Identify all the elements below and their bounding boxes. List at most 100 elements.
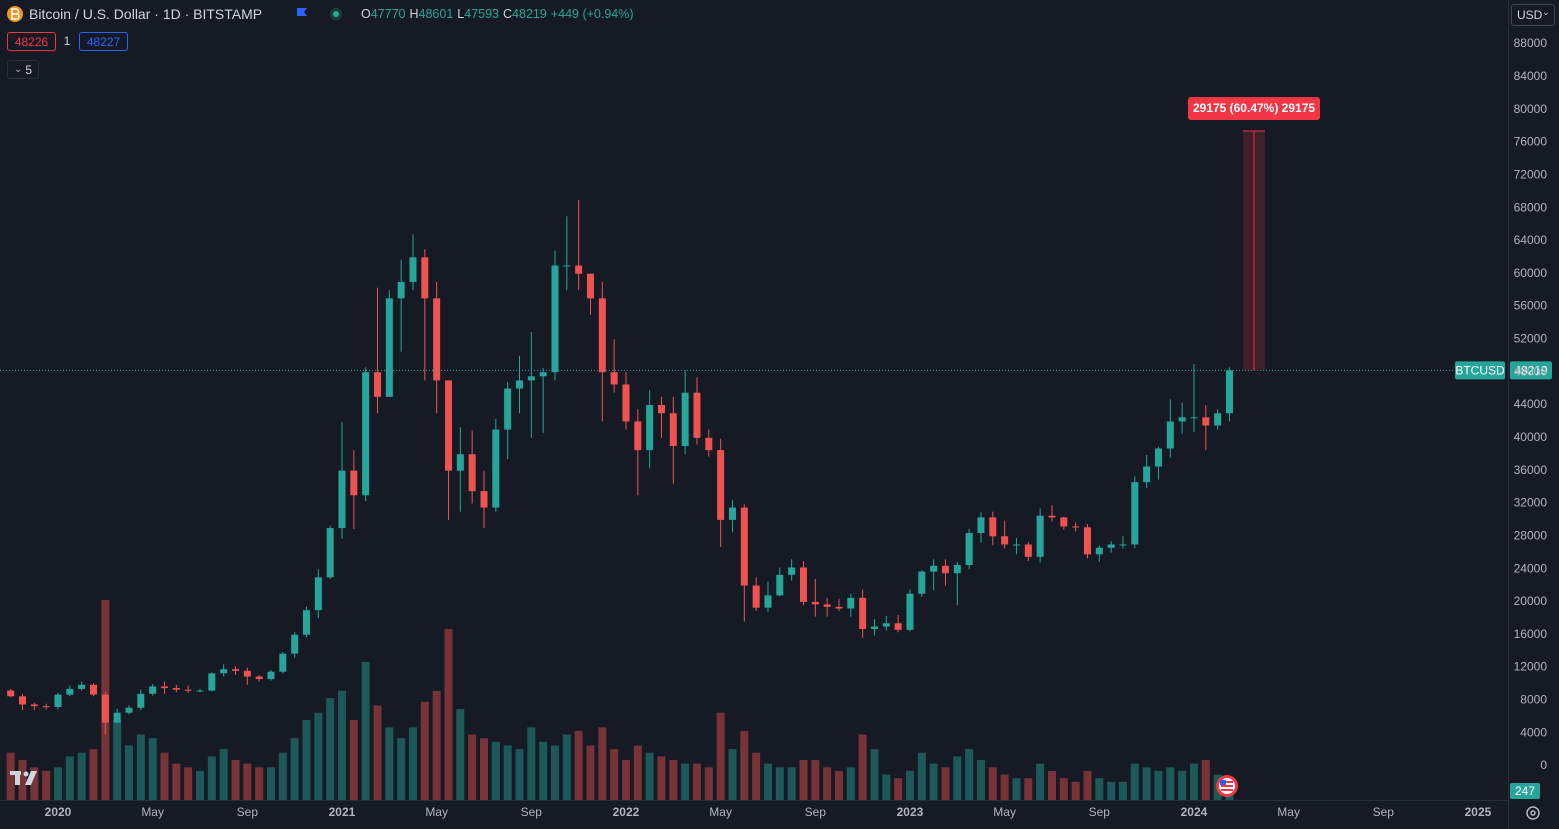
volume-bar [823, 767, 832, 800]
candle-body [267, 671, 275, 680]
volume-bar [704, 767, 713, 800]
volume-bar [633, 745, 642, 800]
candle-body [575, 265, 583, 274]
candle-body [66, 688, 74, 695]
candle-body [468, 454, 476, 492]
x-tick-label: Sep [1089, 805, 1111, 819]
indicators-count: 5 [25, 63, 32, 77]
legend-value: 47770 [370, 7, 406, 21]
candle-body [397, 281, 405, 299]
candle-body [740, 507, 748, 586]
chevron: ⌄ [14, 64, 23, 75]
volume-bar [763, 763, 772, 800]
candle-body [799, 567, 807, 602]
volume-bar [657, 756, 666, 800]
y-tick-label: 4000 [1520, 725, 1547, 739]
symbol-title[interactable]: Bitcoin / U.S. Dollar · 1D · BITSTAMP [29, 6, 263, 22]
volume-bar [669, 760, 678, 800]
candle-body [870, 626, 878, 630]
volume-bar [1189, 763, 1198, 800]
candle-body [598, 298, 606, 373]
volume-bar [692, 763, 701, 800]
candle-body [78, 684, 86, 689]
volume-bar [976, 760, 985, 800]
x-tick-label: 2023 [897, 805, 924, 819]
volume-bar [42, 770, 51, 800]
x-tick-label: 2021 [329, 805, 356, 819]
candle-body [823, 604, 831, 607]
candle-body [1012, 544, 1020, 546]
y-tick-label: 88000 [1514, 36, 1548, 50]
candle-body [669, 413, 677, 447]
candle-body [326, 528, 334, 578]
indicators-toggle[interactable]: ⌄ 5 [7, 60, 39, 79]
volume-bar [337, 690, 346, 800]
candle-body [764, 595, 772, 608]
candle-body [350, 470, 358, 496]
candle-body [953, 565, 961, 574]
volume-bar [988, 767, 997, 800]
candle-body [1178, 417, 1186, 422]
candle-body [965, 533, 973, 566]
volume-bar [905, 770, 914, 800]
x-tick-label: May [993, 805, 1016, 819]
volume-bar [1036, 763, 1045, 800]
volume-bar [1107, 781, 1116, 800]
candle-body [196, 690, 204, 692]
candle-body [1166, 421, 1174, 449]
volume-bar [1012, 778, 1021, 800]
volume-bar [610, 749, 619, 800]
candle-body [634, 421, 642, 451]
volume-bar [195, 770, 204, 800]
volume-bar [1118, 781, 1127, 800]
candle-body [279, 653, 287, 672]
currency-select[interactable]: USD ⌄ [1511, 4, 1555, 26]
volume-bar [160, 752, 169, 800]
volume-bar [1024, 778, 1033, 800]
volume-bar [941, 767, 950, 800]
y-tick-label: 48000 [1514, 364, 1548, 378]
event-flag[interactable] [1216, 775, 1238, 797]
candle-body [1214, 413, 1222, 426]
volume-bar [479, 738, 488, 800]
candle-body [1131, 482, 1139, 545]
x-tick-label: May [425, 805, 448, 819]
candle-body [54, 694, 62, 707]
candle-body [894, 623, 902, 630]
candle-body [409, 257, 417, 282]
volume-bar [846, 767, 855, 800]
candle-body [184, 689, 192, 691]
candle-body [515, 380, 523, 389]
y-tick-label: 16000 [1514, 627, 1548, 641]
candle-body [1190, 417, 1198, 419]
volume-bar [586, 745, 595, 800]
volume-bar [373, 705, 382, 800]
flag-button[interactable] [297, 8, 307, 16]
buy-button[interactable]: 48227 [79, 32, 128, 51]
sell-button[interactable]: 48226 [7, 32, 56, 51]
candle-body [302, 610, 310, 635]
candle-body [373, 372, 381, 397]
candle-body [835, 606, 843, 609]
settings-button[interactable] [1526, 806, 1540, 820]
ohlc-legend: O47770 H48601 L47593 C48219 +449 (+0.94%) [361, 7, 634, 21]
legend-value: 48219 [512, 7, 547, 21]
x-tick-label: 2022 [613, 805, 640, 819]
candle-body [788, 567, 796, 575]
symbol-tag [1455, 361, 1505, 380]
legend-key: C [503, 7, 513, 21]
volume-bar [314, 712, 323, 800]
candle-body [444, 380, 452, 471]
volume-bar [1059, 778, 1068, 800]
volume-bar [621, 760, 630, 800]
candle-body [646, 405, 654, 451]
y-tick-label: 20000 [1514, 594, 1548, 608]
candle-body [717, 450, 725, 520]
volume-bar [503, 745, 512, 800]
candle-body [1107, 544, 1115, 548]
candle-body [930, 565, 938, 572]
volume-bar [89, 749, 98, 800]
volume-bar [136, 734, 145, 800]
legend-key: O [361, 7, 371, 21]
